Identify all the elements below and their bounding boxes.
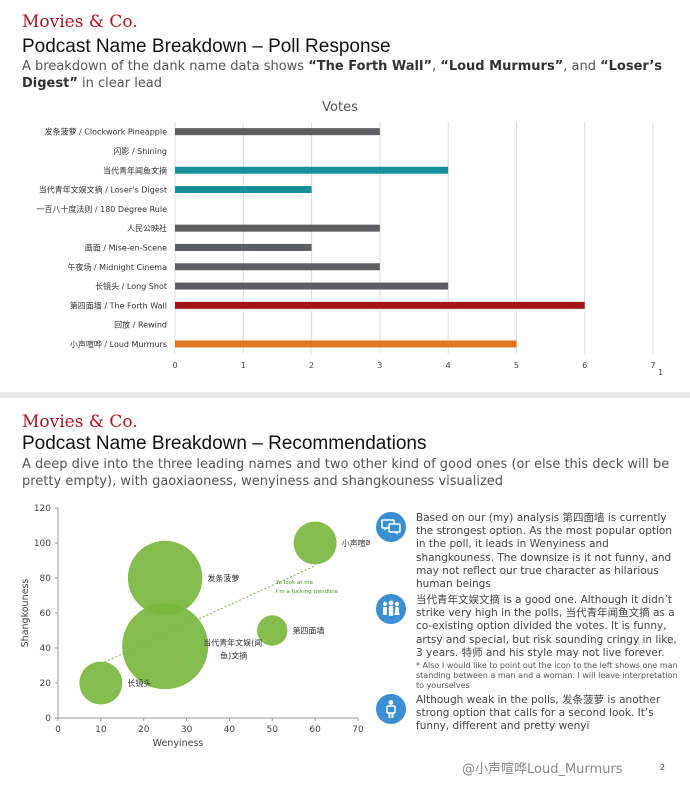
brand-logo: Movies & Co. — [22, 412, 138, 432]
x-tick-label: 60 — [309, 725, 321, 735]
y-tick-label: 80 — [40, 574, 52, 584]
category-label: 回放 / Rewind — [114, 320, 167, 330]
category-label: 当代青年闻鱼文摘 — [103, 165, 167, 175]
recommendation-text: Based on our (my) analysis 第四面墙 is curre… — [416, 512, 673, 591]
y-tick-label: 120 — [34, 504, 51, 514]
bubble-label: 当代青年文娱(闻 — [203, 637, 262, 647]
bubble-label: 鱼)文摘 — [220, 650, 247, 660]
bubble-label: 第四面墙 — [292, 626, 324, 636]
bar — [175, 224, 380, 232]
bar — [175, 282, 449, 290]
bubble — [122, 603, 209, 690]
x-tick-label: 3 — [377, 361, 382, 370]
x-tick-label: 50 — [267, 725, 279, 735]
y-tick-label: 0 — [45, 714, 51, 724]
recommendation-text: 当代青年文娱文摘 is a good one. Although it didn… — [416, 594, 678, 691]
category-label: 发条菠萝 / Clockwork Pineapple — [45, 127, 168, 137]
poll-response-slide: Movies & Co. Podcast Name Breakdown – Po… — [0, 0, 690, 392]
x-tick-label: 70 — [352, 725, 364, 735]
bubble-label: 长镜头 — [127, 678, 151, 688]
bar — [175, 340, 517, 348]
y-tick-label: 100 — [34, 539, 51, 549]
x-tick-label: 7 — [650, 361, 655, 370]
slide-divider — [0, 392, 690, 398]
trendline-annotation: I’m a fucking trendline — [276, 589, 339, 595]
x-tick-label: 2 — [309, 361, 314, 370]
x-tick-label: 30 — [181, 725, 193, 735]
bar — [175, 263, 380, 271]
category-label: 长镜头 / Long Shot — [95, 281, 167, 291]
category-label: 小声喧哗 / Loud Murmurs — [70, 339, 167, 349]
x-tick-label: 40 — [224, 725, 236, 735]
category-label: 当代青年文娱文摘 / Loser’s Digest — [39, 185, 167, 195]
slide-subtitle: A breakdown of the dank name data shows … — [22, 59, 663, 91]
bubble-label: 小声喧哗 — [342, 538, 370, 548]
bar — [175, 301, 585, 309]
y-axis-label: Shangkouness — [20, 579, 31, 648]
x-tick-label: 0 — [55, 725, 61, 735]
x-tick-label: 1 — [241, 361, 246, 370]
category-label: 闪影 / Shining — [113, 146, 167, 156]
y-tick-label: 40 — [40, 644, 52, 654]
x-axis-label: Wenyiness — [153, 738, 204, 749]
recommendation-note: * Also I would like to point out the ico… — [416, 661, 678, 691]
bar — [175, 128, 380, 136]
y-tick-label: 20 — [40, 679, 52, 689]
trendline-annotation: Yo look at me — [275, 580, 314, 586]
y-tick-label: 60 — [40, 609, 52, 619]
x-tick-label: 5 — [514, 361, 519, 370]
category-label: 午夜场 / Midnight Cinema — [67, 262, 167, 272]
recommendation-text: Although weak in the polls, 发条菠萝 is anot… — [416, 694, 661, 733]
recommendations-slide: Movies & Co. Podcast Name Breakdown – Re… — [0, 398, 690, 785]
brand-logo: Movies & Co. — [22, 12, 138, 32]
bar — [175, 186, 312, 194]
category-label: 一百八十度法则 / 180 Degree Rule — [36, 204, 167, 214]
bubble-chart: 0 20 40 60 80 100 120 0 10 20 30 40 50 60 70 Wenyiness S… — [20, 504, 370, 749]
x-tick-label: 10 — [95, 725, 107, 735]
group-people-icon — [376, 594, 406, 624]
chart-title: Votes — [322, 100, 358, 115]
x-tick-label: 20 — [138, 725, 150, 735]
bubble — [79, 661, 123, 705]
slide-title: Podcast Name Breakdown – Poll Response — [22, 36, 391, 57]
category-label: 画面 / Mise-en-Scene — [85, 243, 167, 252]
bubble — [293, 521, 337, 565]
bubble — [127, 540, 203, 616]
category-label: 第四面墙 / The Forth Wall — [70, 300, 167, 310]
trendline — [100, 565, 316, 665]
page-number: 2 — [660, 763, 666, 772]
slide-title: Podcast Name Breakdown – Recommendations — [22, 433, 427, 454]
bubble — [257, 615, 288, 646]
bar — [175, 243, 312, 251]
page-number: 1 — [658, 368, 664, 377]
x-tick-label: 0 — [172, 361, 177, 370]
slide-subtitle: A deep dive into the three leading names… — [22, 457, 670, 489]
bar — [175, 166, 449, 174]
weibo-watermark: @小声喧哗Loud_Murmurs — [462, 762, 623, 777]
votes-bar-chart: Votes 发条菠萝 / Clockwork Pineapple 闪影 / Shi… — [36, 100, 655, 370]
person-standing-icon — [376, 694, 406, 724]
bubble-label: 发条菠萝 — [207, 573, 239, 583]
chat-bubbles-icon — [376, 512, 406, 542]
x-tick-label: 4 — [446, 361, 451, 370]
x-tick-label: 6 — [582, 361, 587, 370]
category-label: 人民公映社 — [127, 223, 167, 233]
